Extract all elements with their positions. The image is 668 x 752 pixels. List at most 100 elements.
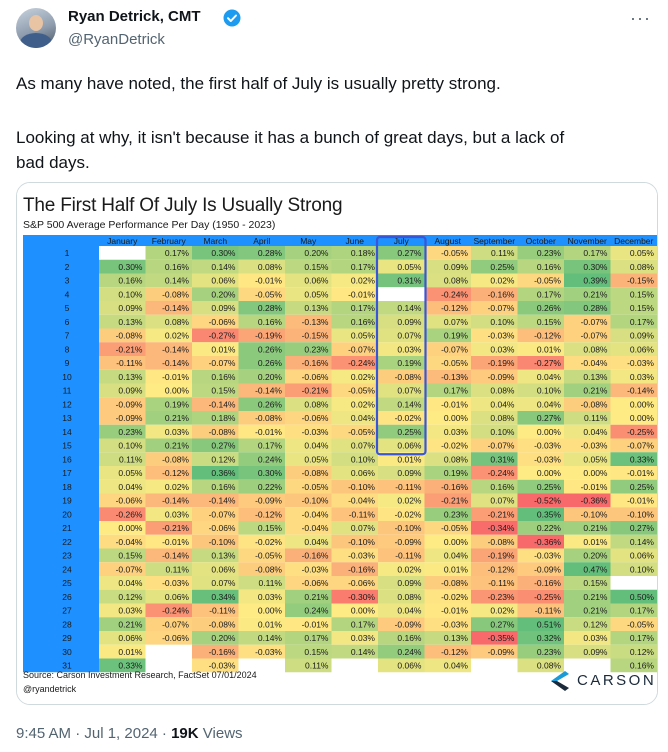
heat-cell: [145, 589, 192, 604]
heat-cell: [331, 383, 378, 398]
tweet-media-card[interactable]: The First Half Of July Is Usually Strong…: [16, 182, 658, 705]
cell-value: -0.02%: [255, 537, 282, 547]
column-header: October: [526, 236, 556, 246]
heat-cell: [99, 576, 146, 590]
heat-cell: [564, 424, 611, 439]
cell-value: 0.15%: [583, 578, 608, 588]
cell-value: -0.10%: [302, 496, 329, 506]
heat-cell: [564, 369, 611, 384]
heat-cell: [192, 383, 239, 398]
heat-cell: [99, 493, 146, 508]
cell-value: -0.12%: [255, 509, 282, 519]
cell-value: -0.24%: [441, 289, 468, 299]
heat-cell: [610, 397, 657, 411]
cell-value: 0.17%: [258, 441, 283, 451]
heat-cell: [285, 411, 332, 425]
row-label: 18: [62, 482, 72, 492]
cell-value: 0.07%: [211, 578, 236, 588]
cell-value: 0.15%: [304, 262, 329, 272]
heat-cell: [331, 466, 378, 480]
heat-cell: [145, 383, 192, 398]
heat-cell: [145, 287, 192, 301]
heat-cell: [99, 314, 146, 329]
cell-value: 0.10%: [118, 441, 143, 451]
tweet-timestamp[interactable]: 9:45 AM · Jul 1, 2024 ·: [16, 725, 172, 742]
july-highlight-box: [375, 235, 427, 456]
heat-cell: [285, 424, 332, 439]
cell-value: 0.04%: [118, 482, 143, 492]
heat-cell: [471, 493, 518, 508]
cell-value: 0.26%: [537, 303, 562, 313]
heat-cell: [238, 342, 285, 356]
cell-value: -0.08%: [209, 427, 236, 437]
cell-value: 0.05%: [304, 454, 329, 464]
heat-cell: [99, 534, 146, 549]
heat-cell: [610, 466, 657, 480]
cell-value: 0.18%: [211, 413, 236, 423]
heat-cell: [99, 397, 146, 411]
heat-cell: [145, 562, 192, 576]
row-label: 28: [62, 619, 72, 629]
heat-cell: [517, 493, 564, 508]
row-label: 11: [63, 386, 72, 396]
heat-cell: [99, 603, 146, 618]
cell-value: -0.30%: [348, 592, 375, 602]
heat-cell: [471, 466, 518, 480]
cell-value: 0.17%: [165, 248, 190, 258]
heat-cell: [517, 521, 564, 535]
cell-value: -0.04%: [302, 523, 329, 533]
heat-cell: [192, 301, 239, 315]
heat-cell: [192, 479, 239, 494]
cell-value: 0.06%: [211, 564, 236, 574]
cell-value: -0.03%: [488, 331, 515, 341]
heat-cell: [145, 507, 192, 521]
cell-value: 0.16%: [211, 482, 236, 492]
author-name[interactable]: Ryan Detrick, CMT: [68, 8, 201, 25]
heat-cell: [564, 603, 611, 618]
heat-cell: [331, 328, 378, 343]
heat-cell: [238, 438, 285, 453]
row-label: 13: [62, 413, 72, 423]
heat-cell: [192, 507, 239, 521]
cell-value: 0.14%: [258, 633, 283, 643]
heat-cell: [424, 369, 471, 384]
cell-value: 0.06%: [397, 661, 422, 671]
heat-cell: [610, 534, 657, 549]
cell-value: 0.50%: [630, 592, 655, 602]
cell-value: 0.21%: [583, 289, 608, 299]
heat-cell: [238, 576, 285, 590]
cell-value: -0.01%: [627, 496, 654, 506]
cell-value: -0.12%: [488, 564, 515, 574]
heat-cell: [471, 576, 518, 590]
cell-value: -0.06%: [209, 523, 236, 533]
cell-value: 0.25%: [630, 482, 655, 492]
heat-cell: [285, 534, 332, 549]
heat-cell: [378, 534, 425, 549]
heat-cell: [192, 438, 239, 453]
cell-value: 0.27%: [211, 441, 236, 451]
cell-value: 0.11%: [491, 248, 515, 258]
heat-cell: [285, 576, 332, 590]
heat-cell: [378, 287, 425, 301]
cell-value: 0.03%: [444, 427, 469, 437]
cell-value: -0.05%: [348, 427, 375, 437]
heat-cell: [424, 617, 471, 631]
cell-value: 0.27%: [397, 248, 422, 258]
heat-cell: [192, 562, 239, 576]
cell-value: -0.16%: [348, 564, 375, 574]
cell-value: -0.06%: [348, 578, 375, 588]
cell-value: 0.17%: [630, 633, 655, 643]
author-avatar[interactable]: [16, 8, 56, 48]
tweet-text-line-1: As many have noted, the first half of Ju…: [16, 74, 501, 93]
cell-value: 0.32%: [537, 633, 562, 643]
heat-cell: [564, 397, 611, 411]
cell-value: 0.07%: [444, 317, 469, 327]
cell-value: -0.08%: [581, 399, 608, 409]
more-icon[interactable]: ···: [630, 8, 651, 28]
author-handle[interactable]: @RyanDetrick: [68, 31, 165, 48]
cell-value: 0.08%: [630, 262, 655, 272]
chart-source: Source: Carson Investment Research, Fact…: [23, 670, 257, 680]
heat-cell: [238, 493, 285, 508]
cell-value: 0.03%: [165, 509, 190, 519]
cell-value: 0.03%: [490, 344, 515, 354]
